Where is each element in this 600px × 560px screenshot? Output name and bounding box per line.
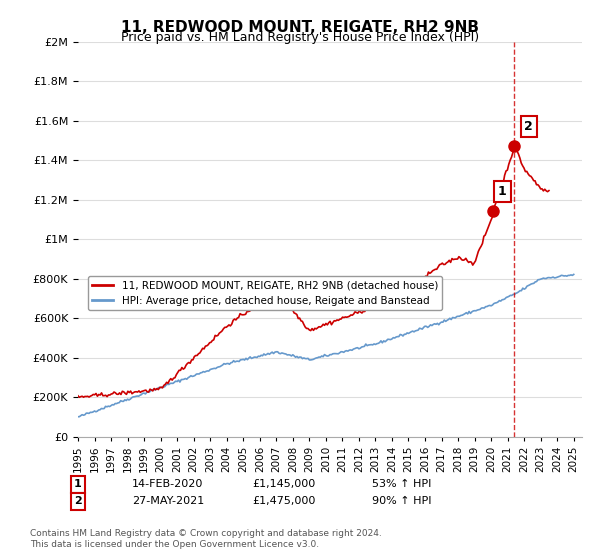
Text: 2: 2 <box>524 120 533 133</box>
Text: £1,475,000: £1,475,000 <box>252 496 316 506</box>
Text: 1: 1 <box>74 479 82 489</box>
Text: 14-FEB-2020: 14-FEB-2020 <box>132 479 203 489</box>
Text: Contains HM Land Registry data © Crown copyright and database right 2024.
This d: Contains HM Land Registry data © Crown c… <box>30 529 382 549</box>
Text: 1: 1 <box>498 185 507 198</box>
Text: Price paid vs. HM Land Registry's House Price Index (HPI): Price paid vs. HM Land Registry's House … <box>121 31 479 44</box>
Text: 53% ↑ HPI: 53% ↑ HPI <box>372 479 431 489</box>
Text: 27-MAY-2021: 27-MAY-2021 <box>132 496 204 506</box>
Text: £1,145,000: £1,145,000 <box>252 479 315 489</box>
Text: 90% ↑ HPI: 90% ↑ HPI <box>372 496 431 506</box>
Text: 11, REDWOOD MOUNT, REIGATE, RH2 9NB: 11, REDWOOD MOUNT, REIGATE, RH2 9NB <box>121 20 479 35</box>
Text: 2: 2 <box>74 496 82 506</box>
Legend: 11, REDWOOD MOUNT, REIGATE, RH2 9NB (detached house), HPI: Average price, detach: 11, REDWOOD MOUNT, REIGATE, RH2 9NB (det… <box>88 276 442 310</box>
